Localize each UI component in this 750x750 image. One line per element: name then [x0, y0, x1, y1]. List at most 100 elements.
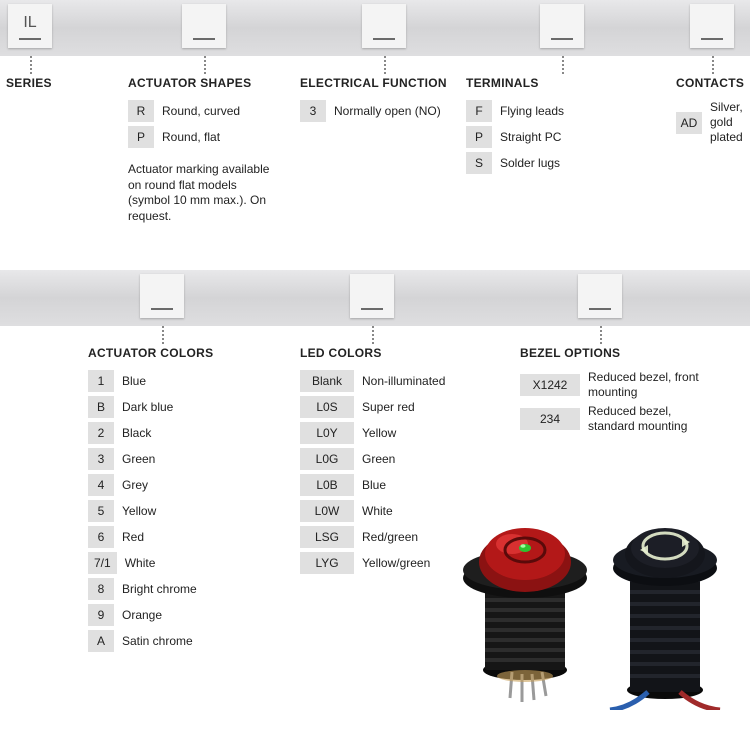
option-code[interactable]: 4: [88, 474, 114, 496]
option-code[interactable]: 234: [520, 408, 580, 430]
option-label: Super red: [362, 400, 415, 415]
slot-underline: [19, 38, 41, 40]
option-code[interactable]: F: [466, 100, 492, 122]
section-heading: ACTUATOR COLORS: [88, 346, 213, 360]
option-row: 4Grey: [88, 474, 213, 496]
option-code[interactable]: 9: [88, 604, 114, 626]
code-slot[interactable]: [140, 274, 184, 318]
option-code[interactable]: S: [466, 152, 492, 174]
option-code[interactable]: P: [128, 126, 154, 148]
option-row: 6Red: [88, 526, 213, 548]
option-row: L0W White: [300, 500, 445, 522]
code-slot[interactable]: IL: [8, 4, 52, 48]
section-heading: ELECTRICAL FUNCTION: [300, 76, 447, 90]
code-slot[interactable]: [578, 274, 622, 318]
option-row: 234Reduced bezel, standard mounting: [520, 404, 708, 434]
option-row: 9Orange: [88, 604, 213, 626]
brushed-band-1: IL: [0, 0, 750, 56]
option-code[interactable]: P: [466, 126, 492, 148]
option-code[interactable]: 2: [88, 422, 114, 444]
connector-dotted: [162, 326, 164, 344]
option-label: Normally open (NO): [334, 104, 441, 119]
option-label: Red/green: [362, 530, 418, 545]
option-code[interactable]: R: [128, 100, 154, 122]
option-code[interactable]: L0S: [300, 396, 354, 418]
option-code[interactable]: L0W: [300, 500, 354, 522]
option-row: ASatin chrome: [88, 630, 213, 652]
configurator-row-1: IL SERIESACTUATOR SHAPESRRound, curvedPR…: [0, 0, 750, 260]
option-code[interactable]: LSG: [300, 526, 354, 548]
option-label: White: [362, 504, 393, 519]
option-label: White: [125, 556, 156, 571]
option-code[interactable]: A: [88, 630, 114, 652]
option-label: Yellow: [122, 504, 156, 519]
section-heading: LED COLORS: [300, 346, 445, 360]
connector-dotted: [384, 56, 386, 74]
option-label: Solder lugs: [500, 156, 560, 171]
option-row: S Solder lugs: [466, 152, 564, 174]
option-row: X1242Reduced bezel, front mounting: [520, 370, 708, 400]
option-code[interactable]: L0B: [300, 474, 354, 496]
option-list: RRound, curved P Round, flat: [128, 100, 278, 148]
section-heading: BEZEL OPTIONS: [520, 346, 708, 360]
brushed-band-2: [0, 270, 750, 326]
option-row: 5 Yellow: [88, 500, 213, 522]
option-label: Straight PC: [500, 130, 561, 145]
section-heading: TERMINALS: [466, 76, 564, 90]
option-label: Blue: [362, 478, 386, 493]
option-code[interactable]: Blank: [300, 370, 354, 392]
slot-underline: [361, 308, 383, 310]
option-code[interactable]: 3: [88, 448, 114, 470]
connector-dotted: [372, 326, 374, 344]
option-row: 3 Green: [88, 448, 213, 470]
option-row: 7/1 White: [88, 552, 213, 574]
option-row: F Flying leads: [466, 100, 564, 122]
option-code[interactable]: B: [88, 396, 114, 418]
option-code[interactable]: 6: [88, 526, 114, 548]
option-code[interactable]: 5: [88, 500, 114, 522]
option-label: Green: [362, 452, 395, 467]
option-code[interactable]: LYG: [300, 552, 354, 574]
slot-underline: [551, 38, 573, 40]
option-code[interactable]: 1: [88, 370, 114, 392]
option-label: Green: [122, 452, 155, 467]
option-label: Silver, gold plated: [710, 100, 750, 145]
option-label: Black: [122, 426, 151, 441]
option-row: 8Bright chrome: [88, 578, 213, 600]
option-code[interactable]: X1242: [520, 374, 580, 396]
option-label: Round, flat: [162, 130, 220, 145]
option-list: 3 Normally open (NO): [300, 100, 447, 122]
config-section: BEZEL OPTIONS X1242Reduced bezel, front m…: [520, 326, 708, 438]
option-label: Yellow: [362, 426, 396, 441]
slot-underline: [589, 308, 611, 310]
option-code[interactable]: 7/1: [88, 552, 117, 574]
option-list: BlankNon-illuminatedL0SSuper redL0YYello…: [300, 370, 445, 574]
code-slot[interactable]: [350, 274, 394, 318]
option-row: P Straight PC: [466, 126, 564, 148]
option-code[interactable]: 3: [300, 100, 326, 122]
option-label: Flying leads: [500, 104, 564, 119]
option-label: Yellow/green: [362, 556, 430, 571]
option-row: L0S Super red: [300, 396, 445, 418]
section-heading: CONTACTS: [676, 76, 750, 90]
slot-underline: [373, 38, 395, 40]
option-label: Blue: [122, 374, 146, 389]
code-slot[interactable]: [362, 4, 406, 48]
section-note: Actuator marking available on round flat…: [128, 162, 278, 224]
connector-dotted: [562, 56, 564, 74]
connector-dotted: [600, 326, 602, 344]
code-slot[interactable]: [690, 4, 734, 48]
option-code[interactable]: L0G: [300, 448, 354, 470]
connector-dotted: [204, 56, 206, 74]
option-code[interactable]: L0Y: [300, 422, 354, 444]
code-slot[interactable]: [182, 4, 226, 48]
option-code[interactable]: 8: [88, 578, 114, 600]
option-code[interactable]: AD: [676, 112, 702, 134]
option-row: LSG Red/green: [300, 526, 445, 548]
slot-underline: [701, 38, 723, 40]
config-section: ACTUATOR SHAPESRRound, curvedPRound, fla…: [128, 56, 278, 224]
option-row: RRound, curved: [128, 100, 278, 122]
config-section: ELECTRICAL FUNCTION 3 Normally open (NO): [300, 56, 447, 126]
connector-dotted: [712, 56, 714, 74]
code-slot[interactable]: [540, 4, 584, 48]
